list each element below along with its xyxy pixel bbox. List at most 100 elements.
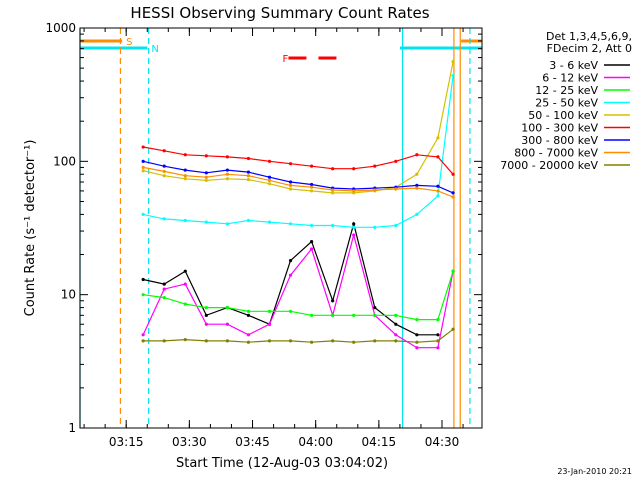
series-point-1 [415,346,419,350]
series-point-7 [394,187,398,191]
series-line-2 [143,271,454,321]
legend-header-line-2: FDecim 2, Att 0 [547,42,632,55]
legend-label-1: 6 - 12 keV [542,72,598,85]
series-point-6 [309,182,314,187]
series-point-3 [352,225,356,229]
series-point-5 [183,153,187,157]
series-point-7 [162,169,166,174]
legend-label-0: 3 - 6 keV [549,59,598,72]
series-point-2 [352,313,356,317]
series-point-6 [204,171,208,175]
series-line-5 [143,146,454,175]
series-point-0 [162,282,166,286]
series-point-5 [394,159,398,163]
series-point-6 [246,170,251,174]
series-point-7 [436,189,440,193]
series-point-0 [331,299,335,303]
series-point-7 [415,186,419,190]
series-point-8 [225,339,229,343]
series-line-0 [143,221,438,336]
series-point-5 [331,167,335,171]
series-point-3 [309,223,314,228]
series-point-3 [183,218,187,223]
series-point-7 [373,188,377,192]
series-point-2 [415,318,419,322]
x-tick-label: 03:45 [235,435,270,449]
series-point-8 [141,339,145,343]
series-point-6 [141,159,145,163]
series-point-7 [352,189,356,193]
y-tick-label: 10 [61,288,76,302]
series-point-2 [225,305,229,310]
legend-label-4: 50 - 100 keV [528,109,598,122]
series-point-6 [288,180,293,184]
series-point-5 [436,155,440,159]
series-point-5 [204,154,208,158]
legend: Det 1,3,4,5,6,9, FDecim 2, Att 0 3 - 6 k… [500,30,632,172]
series-point-7 [309,185,314,189]
series-point-7 [331,188,335,192]
series-point-6 [162,164,166,168]
series-point-0 [309,240,314,244]
series-point-7 [225,172,229,176]
series-point-0 [204,313,208,317]
series-point-3 [288,222,293,226]
series-point-8 [331,339,335,343]
series-point-2 [183,302,187,306]
y-axis: 1 10 100 1000 [45,21,482,435]
series-point-8 [204,339,208,343]
series-point-2 [288,309,293,313]
series-point-3 [225,222,229,226]
x-tick-label: 03:30 [172,435,207,449]
series-point-4 [309,189,314,193]
y-tick-label: 1 [68,421,76,435]
series-point-4 [436,136,440,140]
legend-label-2: 12 - 25 keV [535,84,598,97]
series-point-8 [162,339,166,343]
series-point-5 [225,155,229,159]
series-point-1 [183,282,187,286]
series-point-5 [451,172,455,176]
series-point-3 [436,194,440,198]
x-tick-label: 03:15 [109,435,144,449]
series-point-4 [246,177,251,182]
series-point-2 [331,313,335,317]
series-point-1 [288,273,293,277]
series-point-1 [436,346,440,350]
series-point-2 [246,309,251,313]
series-point-7 [288,183,293,187]
series-point-8 [415,340,419,344]
series-layer [141,59,455,350]
series-point-1 [204,322,208,326]
plot-frame [79,27,483,429]
series-point-1 [267,322,272,326]
flags-layer: S N F [80,37,483,65]
series-point-0 [415,333,419,337]
series-point-8 [267,339,272,343]
series-point-8 [288,339,293,343]
series-point-5 [141,145,145,149]
series-point-4 [288,187,293,191]
series-point-5 [309,164,314,168]
x-tick-label: 04:15 [362,435,397,449]
series-point-3 [373,225,377,229]
series-point-4 [204,178,208,182]
series-point-1 [225,322,229,326]
series-point-3 [162,217,166,221]
series-point-2 [436,318,440,322]
series-point-6 [415,183,419,187]
series-point-6 [267,175,272,179]
series-line-7 [143,166,454,198]
series-point-0 [373,305,377,310]
x-tick-label: 04:00 [298,435,333,449]
series-point-3 [204,220,208,224]
series-point-3 [141,212,145,216]
legend-header-line-1: Det 1,3,4,5,6,9, [546,30,632,43]
series-point-2 [204,305,208,310]
series-point-5 [267,159,272,163]
series-point-8 [436,339,440,343]
legend-label-5: 100 - 300 keV [521,122,598,135]
series-point-6 [183,168,187,172]
series-point-2 [162,296,166,300]
